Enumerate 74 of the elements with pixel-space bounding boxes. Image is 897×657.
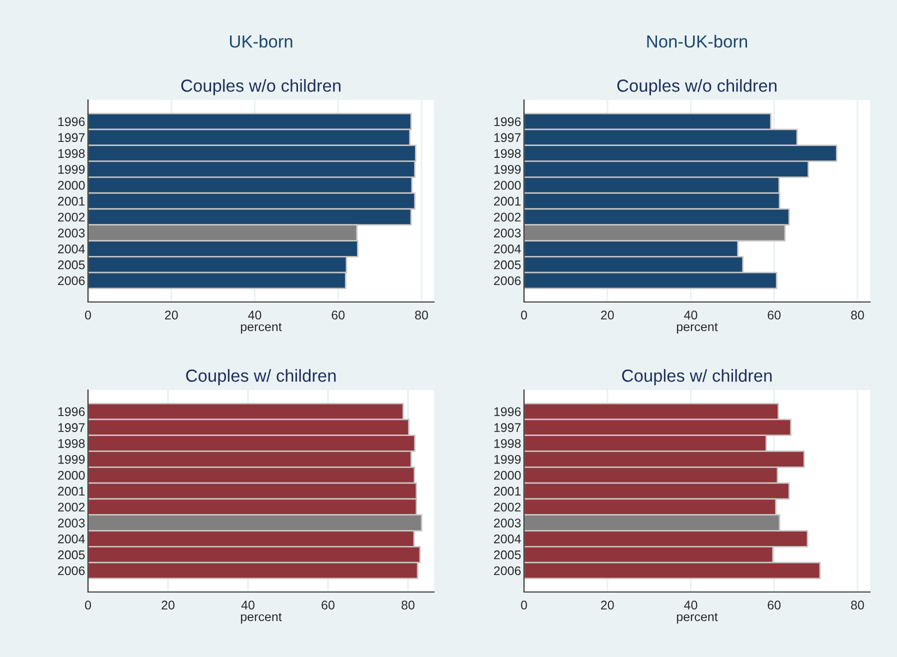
x-tick-label: 0: [85, 310, 91, 320]
x-axis-title: percent: [240, 612, 282, 624]
x-tick-label: 0: [521, 310, 527, 320]
chart-subtitle: UK-born: [230, 34, 292, 48]
y-tick-label: 2005: [58, 550, 85, 560]
chart-title: Couples w/o children: [181, 79, 340, 96]
y-tick-label: 1999: [58, 454, 85, 464]
y-tick-label: 2006: [494, 276, 521, 286]
x-tick-label: 20: [165, 310, 178, 320]
x-tick-label: 60: [332, 310, 345, 320]
x-tick-label: 40: [684, 600, 698, 610]
y-tick-label: 2001: [494, 196, 521, 206]
x-axis-title: percent: [240, 322, 282, 334]
y-tick-label: 2006: [58, 566, 85, 576]
chart-title: Couples w/ children: [622, 369, 772, 386]
x-tick-label: 0: [521, 600, 527, 610]
y-tick-label: 2003: [494, 228, 521, 238]
y-tick-label: 1999: [58, 164, 85, 174]
y-tick-label: 2000: [58, 180, 85, 190]
x-axis-title: percent: [676, 612, 718, 624]
y-tick-label: 2002: [494, 502, 521, 512]
x-tick-label: 40: [248, 310, 262, 320]
y-tick-label: 2006: [58, 276, 85, 286]
x-tick-label: 40: [684, 310, 698, 320]
chart-subtitle: Non-UK-born: [647, 34, 748, 48]
y-tick-label: 1997: [494, 133, 521, 142]
y-tick-label: 1998: [494, 149, 521, 158]
chart-title: Couples w/ children: [186, 369, 336, 386]
y-tick-label: 2000: [494, 470, 521, 480]
y-tick-label: 2001: [58, 486, 85, 496]
y-tick-label: 2002: [494, 212, 521, 222]
x-tick-label: 60: [322, 600, 334, 610]
y-tick-label: 1996: [58, 117, 85, 126]
y-tick-label: 1996: [494, 117, 521, 126]
x-tick-label: 80: [851, 600, 864, 610]
y-tick-label: 2002: [58, 212, 85, 222]
y-tick-label: 2006: [494, 566, 521, 576]
y-tick-label: 2000: [58, 470, 85, 480]
y-tick-label: 1999: [494, 164, 521, 174]
y-tick-label: 2000: [494, 180, 521, 190]
x-axis-title: percent: [676, 322, 718, 334]
x-tick-label: 60: [768, 600, 781, 610]
y-tick-label: 1998: [58, 149, 85, 158]
x-tick-label: 80: [402, 600, 414, 610]
x-tick-label: 40: [241, 600, 254, 610]
x-tick-label: 80: [851, 310, 864, 320]
x-tick-label: 20: [601, 310, 614, 320]
y-tick-label: 1997: [494, 423, 521, 432]
y-tick-label: 2004: [494, 244, 521, 254]
y-tick-label: 1999: [494, 454, 521, 464]
y-tick-label: 1996: [58, 407, 85, 416]
x-tick-label: 0: [85, 600, 91, 610]
y-tick-label: 2004: [58, 244, 85, 254]
y-tick-label: 2003: [58, 518, 85, 528]
y-tick-label: 2003: [58, 228, 85, 238]
y-tick-label: 2005: [494, 550, 521, 560]
y-tick-label: 1998: [494, 439, 521, 448]
y-tick-label: 2002: [58, 502, 85, 512]
y-tick-label: 2005: [58, 260, 85, 270]
x-tick-label: 60: [768, 310, 781, 320]
y-tick-label: 2001: [494, 486, 521, 496]
y-tick-label: 2004: [58, 534, 85, 544]
y-tick-label: 1997: [58, 133, 85, 142]
y-tick-label: 1998: [58, 439, 85, 448]
y-tick-label: 2003: [494, 518, 521, 528]
y-tick-label: 2005: [494, 260, 521, 270]
x-tick-label: 20: [162, 600, 174, 610]
y-tick-label: 2001: [58, 196, 85, 206]
x-tick-label: 80: [415, 310, 428, 320]
x-tick-label: 20: [601, 600, 614, 610]
chart-title: Couples w/o children: [617, 79, 776, 96]
y-tick-label: 2004: [494, 534, 521, 544]
y-tick-label: 1997: [58, 423, 85, 432]
y-tick-label: 1996: [494, 407, 521, 416]
